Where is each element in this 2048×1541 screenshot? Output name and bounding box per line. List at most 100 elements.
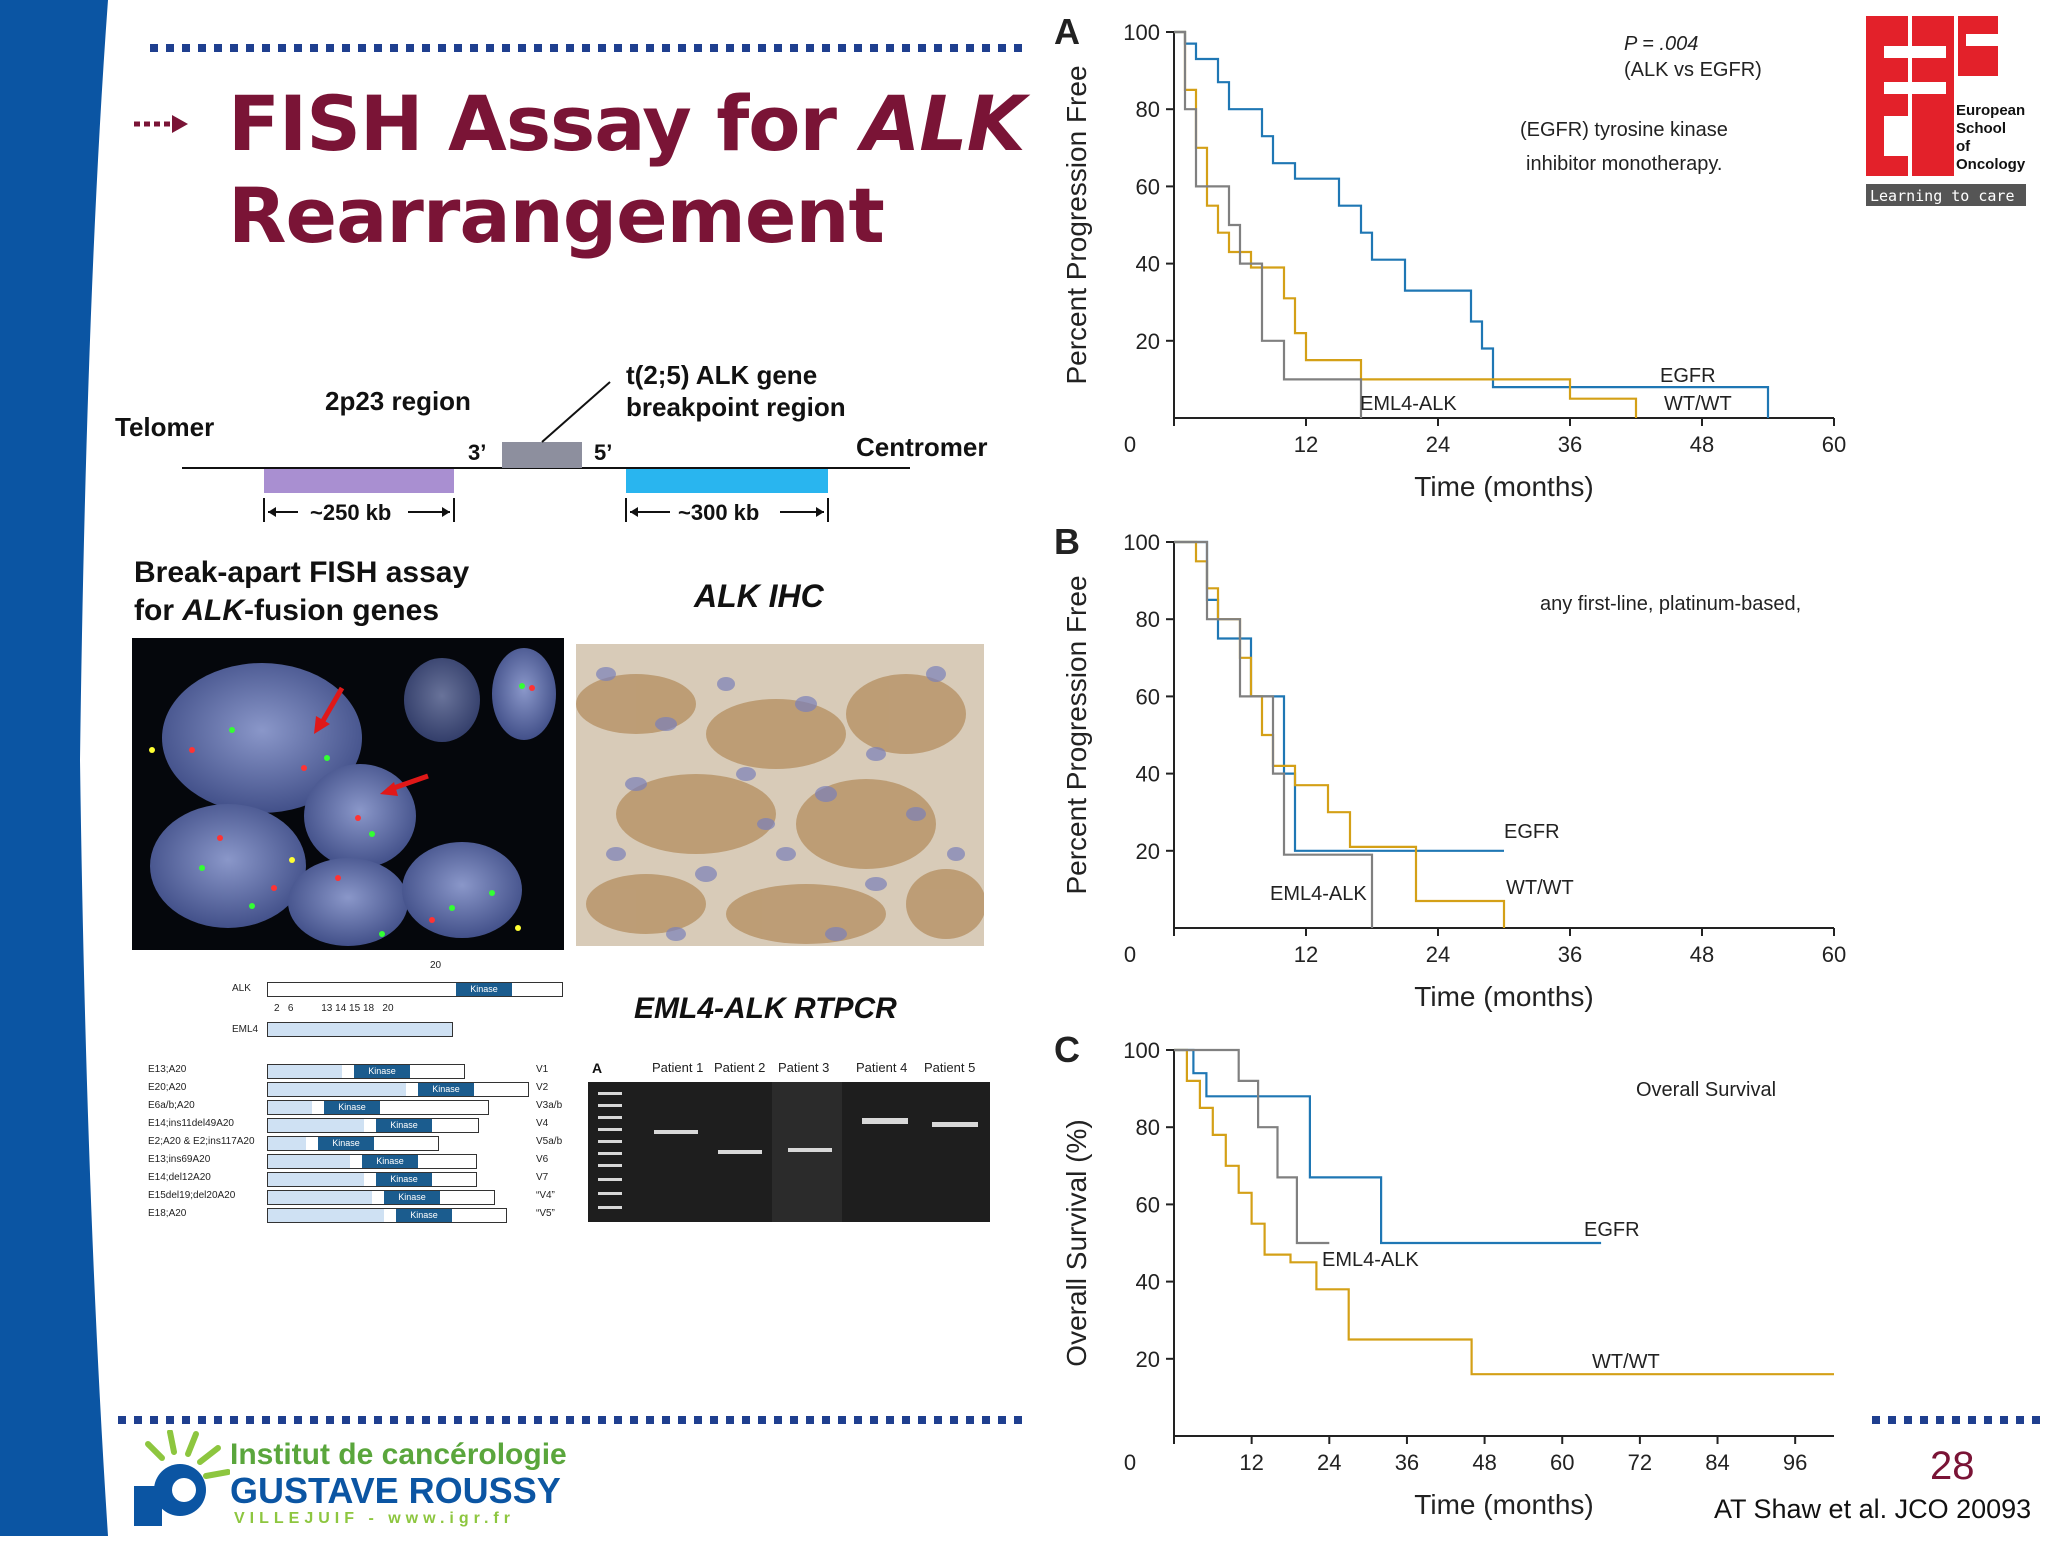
x-tick-label: 36: [1558, 432, 1582, 457]
fish-title-rest: -fusion genes: [243, 594, 439, 627]
top-dotted-rule: [150, 44, 1030, 52]
variant-name: E18;A20: [148, 1208, 187, 1219]
km-series-line: [1174, 30, 1363, 418]
variant-kinase: Kinase: [324, 1101, 380, 1114]
variant-eml4-segment: [268, 1083, 406, 1096]
variant-code: V3a/b: [536, 1100, 563, 1111]
chart-annotation: any first-line, platinum-based,: [1540, 593, 1801, 615]
gel-panel-letter: A: [592, 1060, 603, 1076]
x-tick-label: 24: [1426, 942, 1450, 967]
x-tick-label: 60: [1822, 432, 1846, 457]
km-series-line: [1174, 540, 1374, 928]
y-tick-label: 60: [1136, 174, 1160, 199]
variant-code: “V4”: [536, 1190, 555, 1201]
variant-code: V6: [536, 1154, 549, 1165]
series-label: EML4-ALK: [1270, 883, 1367, 905]
alk-bar: Kinase: [267, 982, 563, 997]
x-axis-label: Time (months): [1414, 981, 1593, 1012]
gel-lane-label: Patient 3: [778, 1060, 830, 1075]
eso-logo-mark: [1866, 16, 2026, 206]
variant-name: E13;A20: [148, 1064, 187, 1075]
variant-eml4-segment: [268, 1065, 342, 1078]
fish-title-prefix: for: [134, 594, 183, 627]
variant-name: E2;A20 & E2;ins117A20: [148, 1136, 255, 1147]
alk-label: ALK: [232, 983, 251, 994]
panel-letter: A: [1054, 11, 1080, 52]
y-tick-label: 100: [1123, 20, 1160, 45]
gel-lane-label: Patient 2: [714, 1060, 766, 1075]
ihc-title: ALK IHC: [694, 578, 824, 614]
series-label: WT/WT: [1506, 877, 1574, 899]
variant-bar: Kinase: [267, 1154, 477, 1169]
x-tick-label: 48: [1690, 942, 1714, 967]
series-label: EGFR: [1504, 821, 1560, 843]
fish-image: [132, 638, 564, 950]
centromer-label: Centromer: [856, 432, 988, 462]
variant-eml4-segment: [268, 1155, 350, 1168]
series-label: EGFR: [1584, 1219, 1640, 1241]
variant-bar: Kinase: [267, 1208, 507, 1223]
x-tick-label: 12: [1294, 432, 1318, 457]
variant-kinase: Kinase: [376, 1173, 432, 1186]
y-tick-label: 100: [1123, 1038, 1160, 1063]
x-tick-label: 12: [1294, 942, 1318, 967]
variant-name: E15del19;del20A20: [148, 1190, 236, 1201]
title-line2: Rearrangement: [228, 171, 885, 260]
variant-code: V7: [536, 1172, 549, 1183]
y-tick-label: 80: [1136, 607, 1160, 632]
y-tick-label: 100: [1123, 530, 1160, 555]
igr-line1: Institut de cancérologie: [230, 1438, 567, 1471]
variant-kinase: Kinase: [318, 1137, 374, 1150]
variant-kinase: Kinase: [418, 1083, 474, 1096]
title-italic: ALK: [861, 79, 1025, 168]
bottom-dotted-rule-left: [118, 1416, 1030, 1424]
x-tick-label: 72: [1628, 1450, 1652, 1475]
eso-logo: European School of Oncology Learning to …: [1866, 16, 2034, 212]
chart-annotation: P = .004: [1624, 33, 1698, 55]
x-tick-label: 36: [1558, 942, 1582, 967]
variant-bar: Kinase: [267, 1100, 489, 1115]
eso-line4: Oncology: [1956, 156, 2026, 173]
variant-kinase: Kinase: [362, 1155, 418, 1168]
variant-bar: Kinase: [267, 1172, 477, 1187]
alk-kinase: Kinase: [456, 983, 512, 996]
variant-kinase: Kinase: [376, 1119, 432, 1132]
km-charts: A 20 40 60 80 100 0 12 24 36 48 60 Time (months) Perc…: [1054, 11, 1846, 1520]
variant-code: V4: [536, 1118, 549, 1129]
x-tick-label: 60: [1822, 942, 1846, 967]
panel-letter: C: [1054, 1029, 1080, 1070]
left-band: [0, 0, 110, 1536]
y-tick-label: 20: [1136, 839, 1160, 864]
igr-sun-icon: [134, 1430, 230, 1526]
series-label: EML4-ALK: [1360, 393, 1457, 415]
variant-name: E14;del12A20: [148, 1172, 211, 1183]
y-tick-label: 40: [1136, 252, 1160, 277]
y-tick-label: 20: [1136, 1347, 1160, 1372]
chart-annotation: (EGFR) tyrosine kinase: [1520, 119, 1728, 141]
left-band-shape: [0, 0, 108, 1536]
eso-line1: European: [1956, 102, 2026, 119]
igr-line3: VILLEJUIF - www.igr.fr: [234, 1510, 515, 1527]
fish-title-italic: ALK: [182, 594, 244, 627]
km-series-line: [1174, 540, 1506, 928]
eso-tagline: Learning to care: [1870, 187, 2015, 205]
variant-name: E13;ins69A20: [148, 1154, 211, 1165]
variant-eml4-segment: [268, 1209, 384, 1222]
variant-bar: Kinase: [267, 1190, 495, 1205]
region-label: 2p23 region: [325, 386, 471, 416]
variant-name: E20;A20: [148, 1082, 187, 1093]
rtpcr-title: EML4-ALK RTPCR: [634, 992, 897, 1025]
x-axis-label: Time (months): [1414, 471, 1593, 502]
x-tick-label: 96: [1783, 1450, 1807, 1475]
chart-annotation: Overall Survival: [1636, 1079, 1776, 1101]
y-tick-label: 60: [1136, 1192, 1160, 1217]
variant-kinase: Kinase: [354, 1065, 410, 1078]
panel-letter: B: [1054, 521, 1080, 562]
x-tick-label: 24: [1426, 432, 1450, 457]
variant-bar: Kinase: [267, 1082, 529, 1097]
km-series-line: [1174, 540, 1504, 852]
probe-right-size: ~300 kb: [678, 500, 760, 525]
x-tick-label: 0: [1124, 1450, 1136, 1475]
arrow-bullet-icon: [132, 104, 192, 144]
three-prime-label: 3’: [468, 440, 487, 465]
